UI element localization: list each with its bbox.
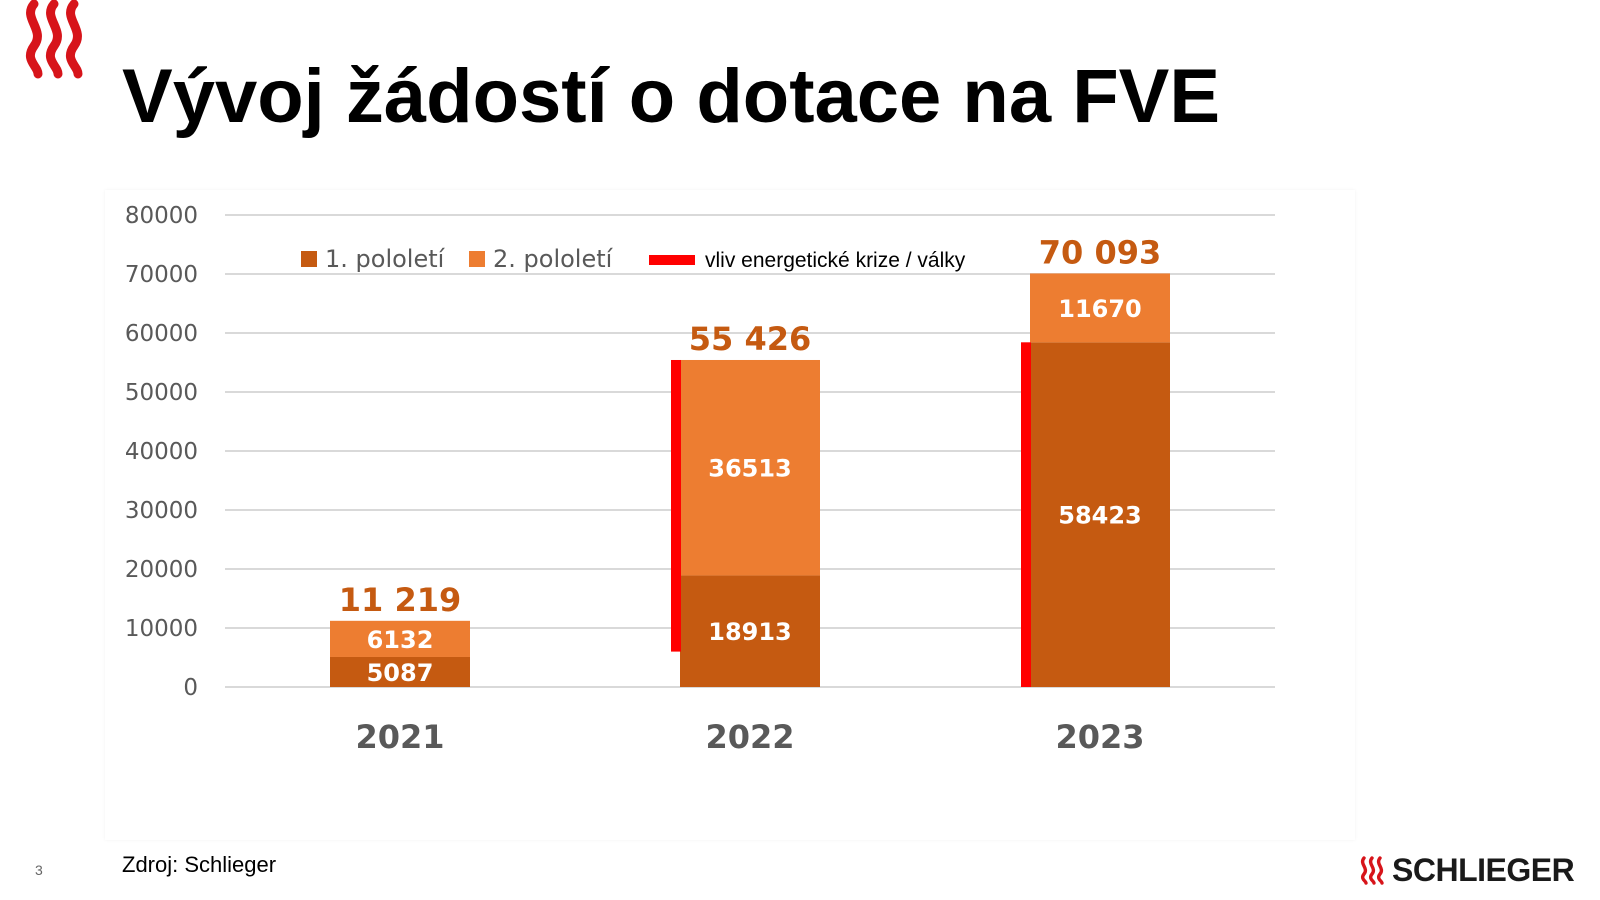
y-tick-label: 80000 [125,203,198,229]
y-tick-label: 20000 [125,557,198,583]
bar-h1-2021 [330,656,470,687]
bar-h1-2023 [1030,342,1170,687]
y-tick-label: 40000 [125,439,198,465]
y-tick-label: 10000 [125,616,198,642]
crisis-marker-2022 [671,359,681,652]
data-label: 5087 [367,659,434,687]
legend-label-crisis: vliv energetické krize / války [705,249,966,272]
data-label: 18913 [708,618,792,646]
bar-h2-2023 [1030,273,1170,343]
total-label: 11 219 [339,581,461,619]
crisis-marker-2023 [1021,342,1031,687]
y-tick-label: 60000 [125,321,198,347]
data-label: 58423 [1058,502,1142,530]
bar-h2-2021 [330,620,470,657]
y-tick-label: 70000 [125,262,198,288]
legend-label-h2: 2. pololetí [493,245,614,273]
y-tick-label: 0 [183,675,198,701]
source-note: Zdroj: Schlieger [122,852,277,877]
page-title: Vývoj žádostí o dotace na FVE [122,54,1221,139]
legend-swatch-crisis [649,255,695,265]
data-label: 11670 [1058,295,1142,323]
brand-logo: SCHLIEGER [1358,851,1575,888]
x-tick-label: 2021 [355,718,444,756]
total-label: 55 426 [689,320,811,358]
heat-waves-icon [1360,856,1384,885]
bar-h1-2022 [680,575,820,687]
data-label: 6132 [367,626,434,654]
y-tick-label: 30000 [125,498,198,524]
page-number: 3 [35,862,43,878]
bar-h2-2022 [680,359,820,576]
legend-swatch-h2 [469,251,485,267]
data-label: 36513 [708,455,792,483]
legend-swatch-h1 [301,251,317,267]
total-label: 70 093 [1039,233,1161,271]
x-tick-label: 2023 [1055,718,1144,756]
chart-panel: 0 10000 20000 30000 40000 50000 60000 70000 8000… [105,190,1355,840]
brand-logo-icon [18,0,92,80]
stacked-bar-chart: 0 10000 20000 30000 40000 50000 60000 70000 8000… [125,203,1275,756]
brand-name: SCHLIEGER [1392,851,1575,888]
x-tick-label: 2022 [705,718,794,756]
y-tick-label: 50000 [125,380,198,406]
legend-label-h1: 1. pololetí [325,245,446,273]
